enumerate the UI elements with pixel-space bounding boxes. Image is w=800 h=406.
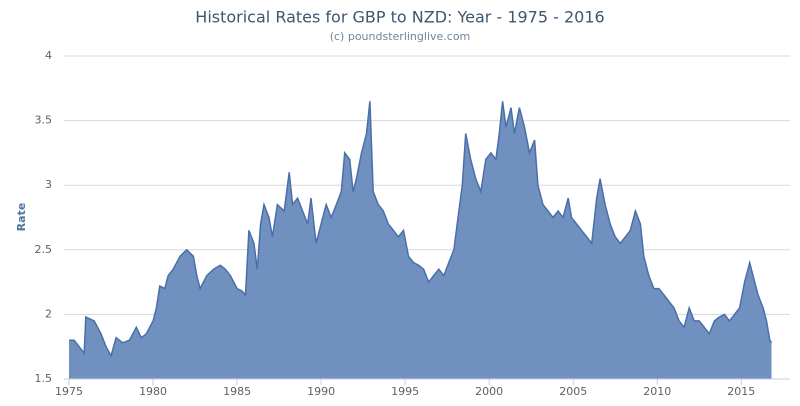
x-tick-label: 1995 xyxy=(391,385,419,398)
x-tick-label: 2005 xyxy=(559,385,587,398)
y-axis-label: Rate xyxy=(15,203,28,232)
x-tick-label: 2010 xyxy=(643,385,671,398)
chart-subtitle: (c) poundsterlinglive.com xyxy=(330,30,471,43)
y-tick-label: 3.5 xyxy=(35,114,53,127)
chart-title: Historical Rates for GBP to NZD: Year - … xyxy=(195,8,604,27)
x-tick-label: 1980 xyxy=(139,385,167,398)
area xyxy=(69,101,772,379)
y-tick-label: 2.5 xyxy=(35,243,53,256)
x-tick-label: 1975 xyxy=(55,385,83,398)
y-tick-label: 2 xyxy=(45,307,52,320)
x-tick-label: 2000 xyxy=(475,385,503,398)
y-tick-label: 4 xyxy=(45,49,52,62)
y-tick-label: 3 xyxy=(45,178,52,191)
y-tick-label: 1.5 xyxy=(35,372,53,385)
x-tick-label: 1990 xyxy=(307,385,335,398)
line xyxy=(69,101,773,358)
x-tick-label: 2015 xyxy=(727,385,755,398)
x-tick-label: 1985 xyxy=(223,385,251,398)
